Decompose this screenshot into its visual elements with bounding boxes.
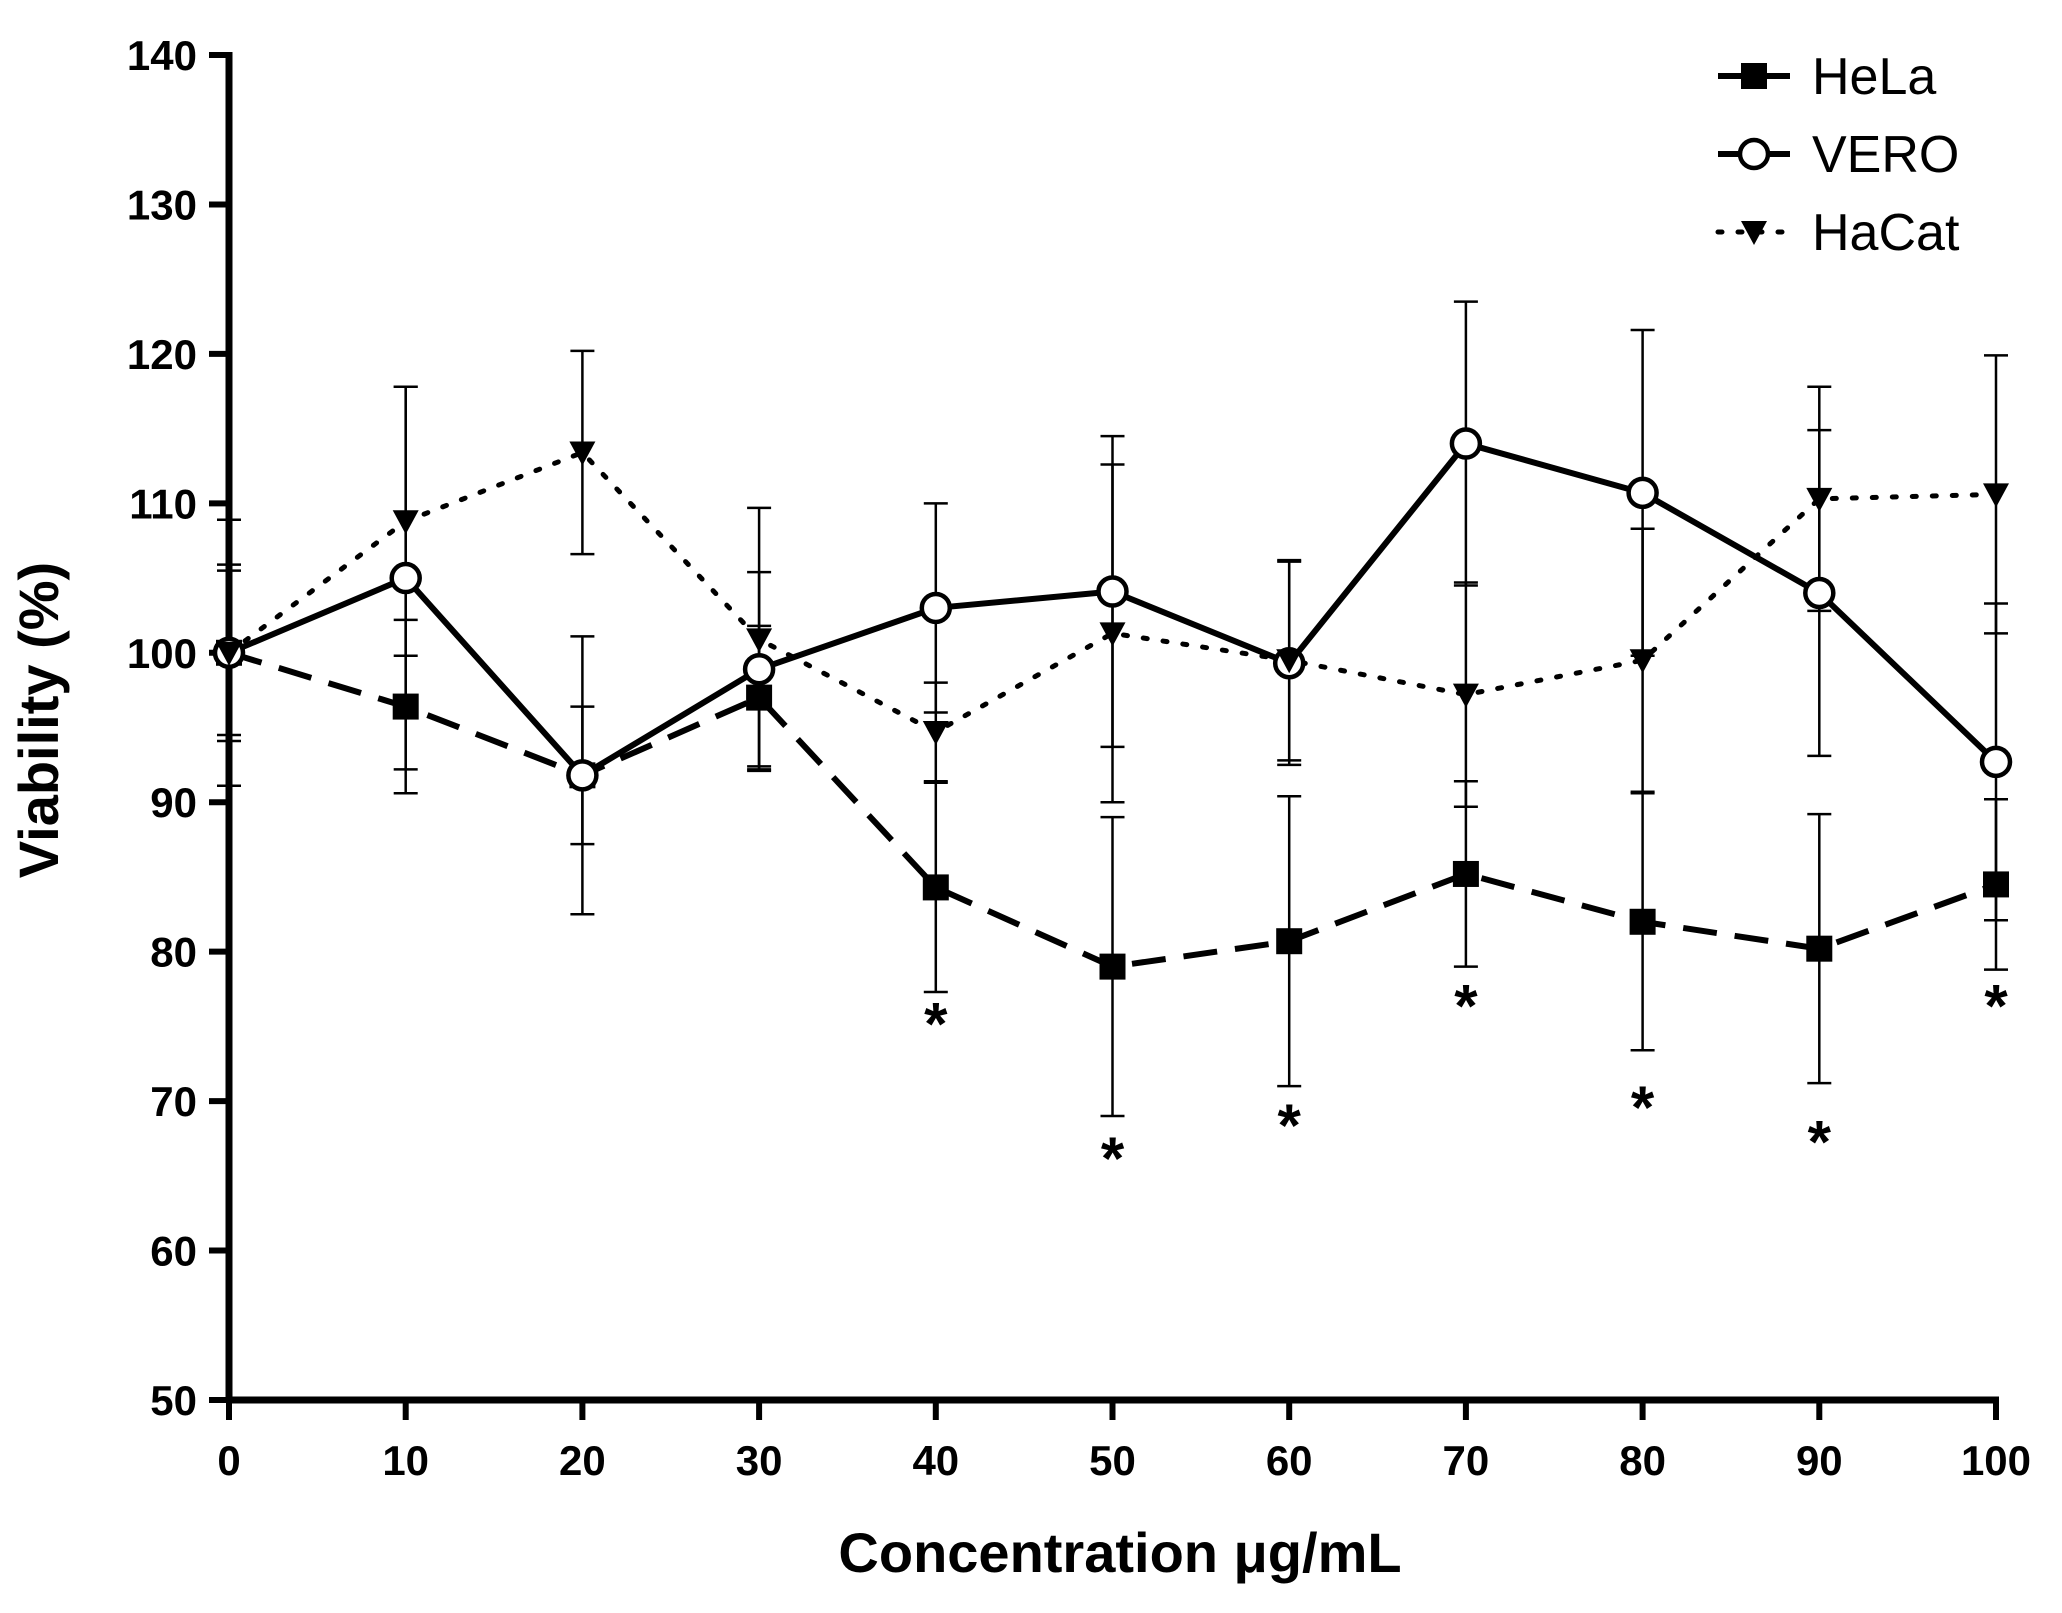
y-tick-label: 110	[129, 480, 197, 527]
data-markers	[212, 427, 2013, 980]
marker-hela	[1629, 908, 1656, 935]
legend-label-hela: HeLa	[1812, 48, 1936, 106]
marker-hacat	[392, 510, 419, 535]
x-tick-label: 40	[912, 1437, 959, 1484]
x-tick-label: 60	[1266, 1437, 1313, 1484]
y-tick-label: 120	[127, 331, 197, 378]
marker-hacat	[922, 720, 949, 745]
marker-hacat	[1276, 649, 1303, 674]
marker-hacat	[216, 641, 242, 666]
marker-hacat	[1099, 622, 1126, 647]
marker-vero	[1449, 427, 1483, 460]
significance-star: *	[1984, 973, 2008, 1040]
marker-vero	[919, 591, 953, 625]
legend-label-hacat: HaCat	[1812, 204, 1960, 262]
significance-star: *	[924, 990, 948, 1057]
x-tick-label: 100	[1961, 1437, 2031, 1484]
y-tick-label: 70	[150, 1078, 197, 1125]
x-tick-label: 0	[217, 1437, 240, 1484]
x-tick-label: 90	[1796, 1437, 1843, 1484]
significance-star: *	[1454, 973, 1478, 1040]
x-tick-label: 30	[736, 1437, 783, 1484]
x-tick-label: 80	[1619, 1437, 1666, 1484]
marker-vero	[1803, 576, 1836, 610]
legend-marker-vero	[1737, 137, 1771, 171]
x-tick-label: 20	[559, 1437, 606, 1484]
significance-star: *	[1631, 1074, 1655, 1141]
marker-hela	[1099, 953, 1126, 980]
marker-vero	[389, 561, 422, 595]
significance-star: *	[1808, 1108, 1832, 1175]
significance-star: *	[1278, 1092, 1302, 1159]
y-tick-label: 140	[127, 32, 197, 79]
y-tick-label: 100	[127, 630, 197, 677]
marker-vero	[1979, 745, 2013, 779]
marker-hacat	[1629, 649, 1656, 674]
marker-vero	[566, 759, 599, 792]
significance-markers: * * * * * * *	[924, 973, 2008, 1192]
y-tick-label: 130	[127, 181, 197, 228]
y-axis-title: Viability (%)	[7, 562, 70, 878]
marker-hela	[922, 874, 949, 901]
x-axis-title: Concentration μg/mL	[838, 1521, 1401, 1584]
legend: HeLa VERO HaCat	[1715, 48, 1960, 262]
legend-marker-hela	[1741, 63, 1767, 89]
marker-hacat	[1983, 483, 2009, 508]
x-tick-label: 70	[1443, 1437, 1490, 1484]
legend-label-vero: VERO	[1812, 126, 1959, 184]
marker-vero	[1626, 476, 1659, 510]
marker-vero	[1096, 575, 1129, 608]
y-tick-label: 90	[150, 779, 197, 826]
marker-hela	[746, 684, 773, 711]
marker-hela	[1806, 935, 1833, 962]
marker-hela	[1276, 928, 1303, 955]
marker-hacat	[569, 441, 596, 466]
x-tick-label: 50	[1089, 1437, 1136, 1484]
tick-marks: 50 60 70 80 90 100 110 120 130 140 0 10 20 30 40 50 60 70…	[127, 32, 2031, 1484]
marker-hela	[1983, 871, 2009, 898]
marker-hacat	[1806, 487, 1833, 512]
error-bars	[217, 300, 2008, 1118]
marker-hela	[1452, 860, 1479, 887]
y-tick-label: 50	[150, 1377, 197, 1424]
y-tick-label: 80	[150, 929, 197, 976]
y-tick-label: 60	[150, 1228, 197, 1275]
significance-star: *	[1101, 1125, 1125, 1192]
marker-hela	[392, 693, 419, 720]
x-tick-label: 10	[382, 1437, 429, 1484]
legend-marker-hacat	[1741, 221, 1767, 245]
marker-vero	[742, 652, 776, 686]
marker-hacat	[746, 628, 773, 653]
marker-hacat	[1452, 683, 1479, 708]
